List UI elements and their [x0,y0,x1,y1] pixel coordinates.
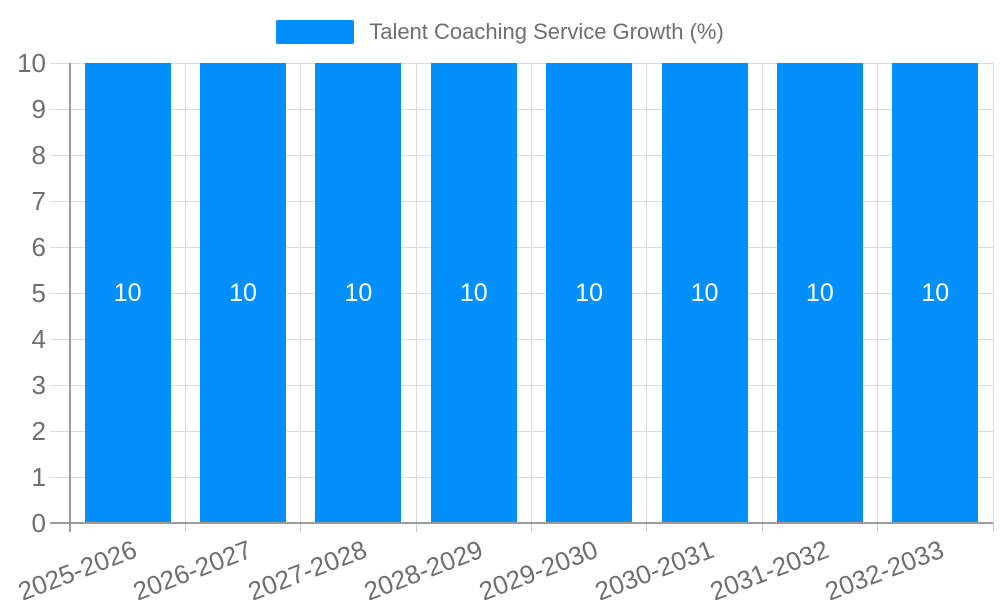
y-gridline [50,476,993,478]
x-axis-line [50,522,993,524]
x-gridline [877,63,879,523]
x-gridline [646,63,648,523]
x-gridline [300,63,302,523]
y-gridline [50,108,993,110]
y-gridline [50,62,993,64]
bar-value-label: 10 [229,278,257,307]
legend-label: Talent Coaching Service Growth (%) [369,19,724,44]
x-axis-tick [300,523,302,532]
x-gridline [415,63,417,523]
bar[interactable]: 10 [84,63,171,523]
y-axis-line [69,63,71,532]
y-axis-label: 5 [31,278,46,308]
y-axis-label: 4 [31,324,46,354]
bar-value-label: 10 [344,278,373,307]
y-gridline [50,246,993,248]
y-gridline [50,200,993,202]
x-axis-tick [646,523,648,532]
x-axis-tick [415,523,417,532]
bar-value-label: 10 [113,278,142,307]
x-axis-tick [992,523,994,532]
bar-value-label: 10 [690,278,719,307]
x-axis-tick [761,523,763,532]
y-gridline [50,292,993,294]
bar[interactable]: 10 [661,63,748,523]
legend-swatch-icon [276,20,355,44]
bar-value-label: 10 [575,278,604,307]
bar[interactable]: 10 [892,63,979,523]
y-gridline [50,338,993,340]
x-axis-tick [184,523,186,532]
x-gridline [184,63,186,523]
y-axis-label: 1 [31,462,46,492]
y-axis-label: 3 [31,370,46,400]
bar[interactable]: 10 [200,63,287,523]
y-axis-label: 10 [17,48,46,78]
y-gridline [50,430,993,432]
bar[interactable]: 10 [315,63,402,523]
bar[interactable]: 10 [546,63,633,523]
y-axis-label: 7 [31,186,46,216]
bar-value-label: 10 [459,278,488,307]
y-gridline [50,384,993,386]
legend-item[interactable]: Talent Coaching Service Growth (%) [276,18,724,46]
bar-value-label: 10 [806,278,834,307]
x-gridline [992,63,994,523]
x-gridline [761,63,763,523]
y-axis-label: 9 [31,94,46,124]
bar[interactable]: 10 [430,63,517,523]
y-axis-label: 8 [31,140,46,170]
legend: Talent Coaching Service Growth (%) [0,18,1000,46]
x-gridline [531,63,532,523]
y-axis-label: 2 [31,416,46,446]
y-axis-label: 6 [31,232,46,262]
y-axis-label: 0 [31,508,46,538]
y-gridline [50,154,993,156]
x-axis-tick [531,523,532,532]
bar[interactable]: 10 [776,63,863,523]
x-axis-tick [877,523,879,532]
bar-value-label: 10 [921,278,950,307]
